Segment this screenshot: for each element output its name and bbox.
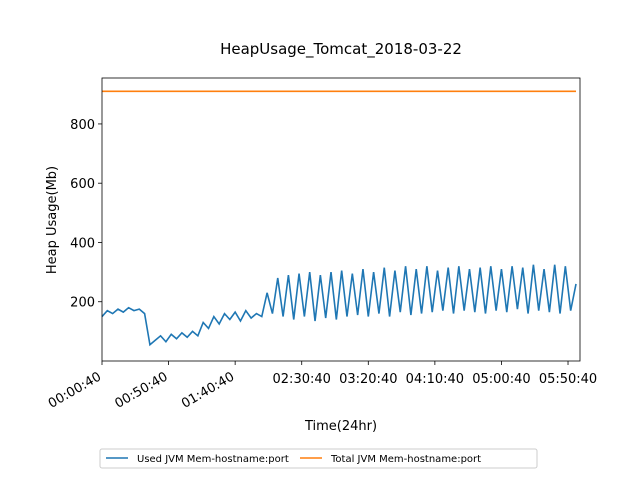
- x-tick-label: 02:30:40: [273, 372, 331, 387]
- x-tick-label: 04:10:40: [406, 372, 464, 387]
- axes-frame: [101, 77, 581, 362]
- y-tick-label: 200: [70, 296, 95, 311]
- legend-label: Used JVM Mem-hostname:port: [137, 454, 289, 465]
- x-axis-label: Time(24hr): [304, 419, 377, 434]
- y-tick-label: 400: [70, 236, 95, 251]
- series-line: [101, 264, 577, 347]
- plot-area: [101, 90, 577, 347]
- x-tick-label: 03:20:40: [339, 372, 397, 387]
- x-tick-label: 05:50:40: [539, 372, 597, 387]
- y-tick-label: 800: [70, 118, 95, 133]
- y-axis-label: Heap Usage(Mb): [45, 166, 60, 274]
- legend-label: Total JVM Mem-hostname:port: [330, 454, 481, 465]
- x-tick-label: 05:00:40: [472, 372, 530, 387]
- chart-title: HeapUsage_Tomcat_2018-03-22: [220, 40, 462, 59]
- y-tick-label: 600: [70, 177, 95, 192]
